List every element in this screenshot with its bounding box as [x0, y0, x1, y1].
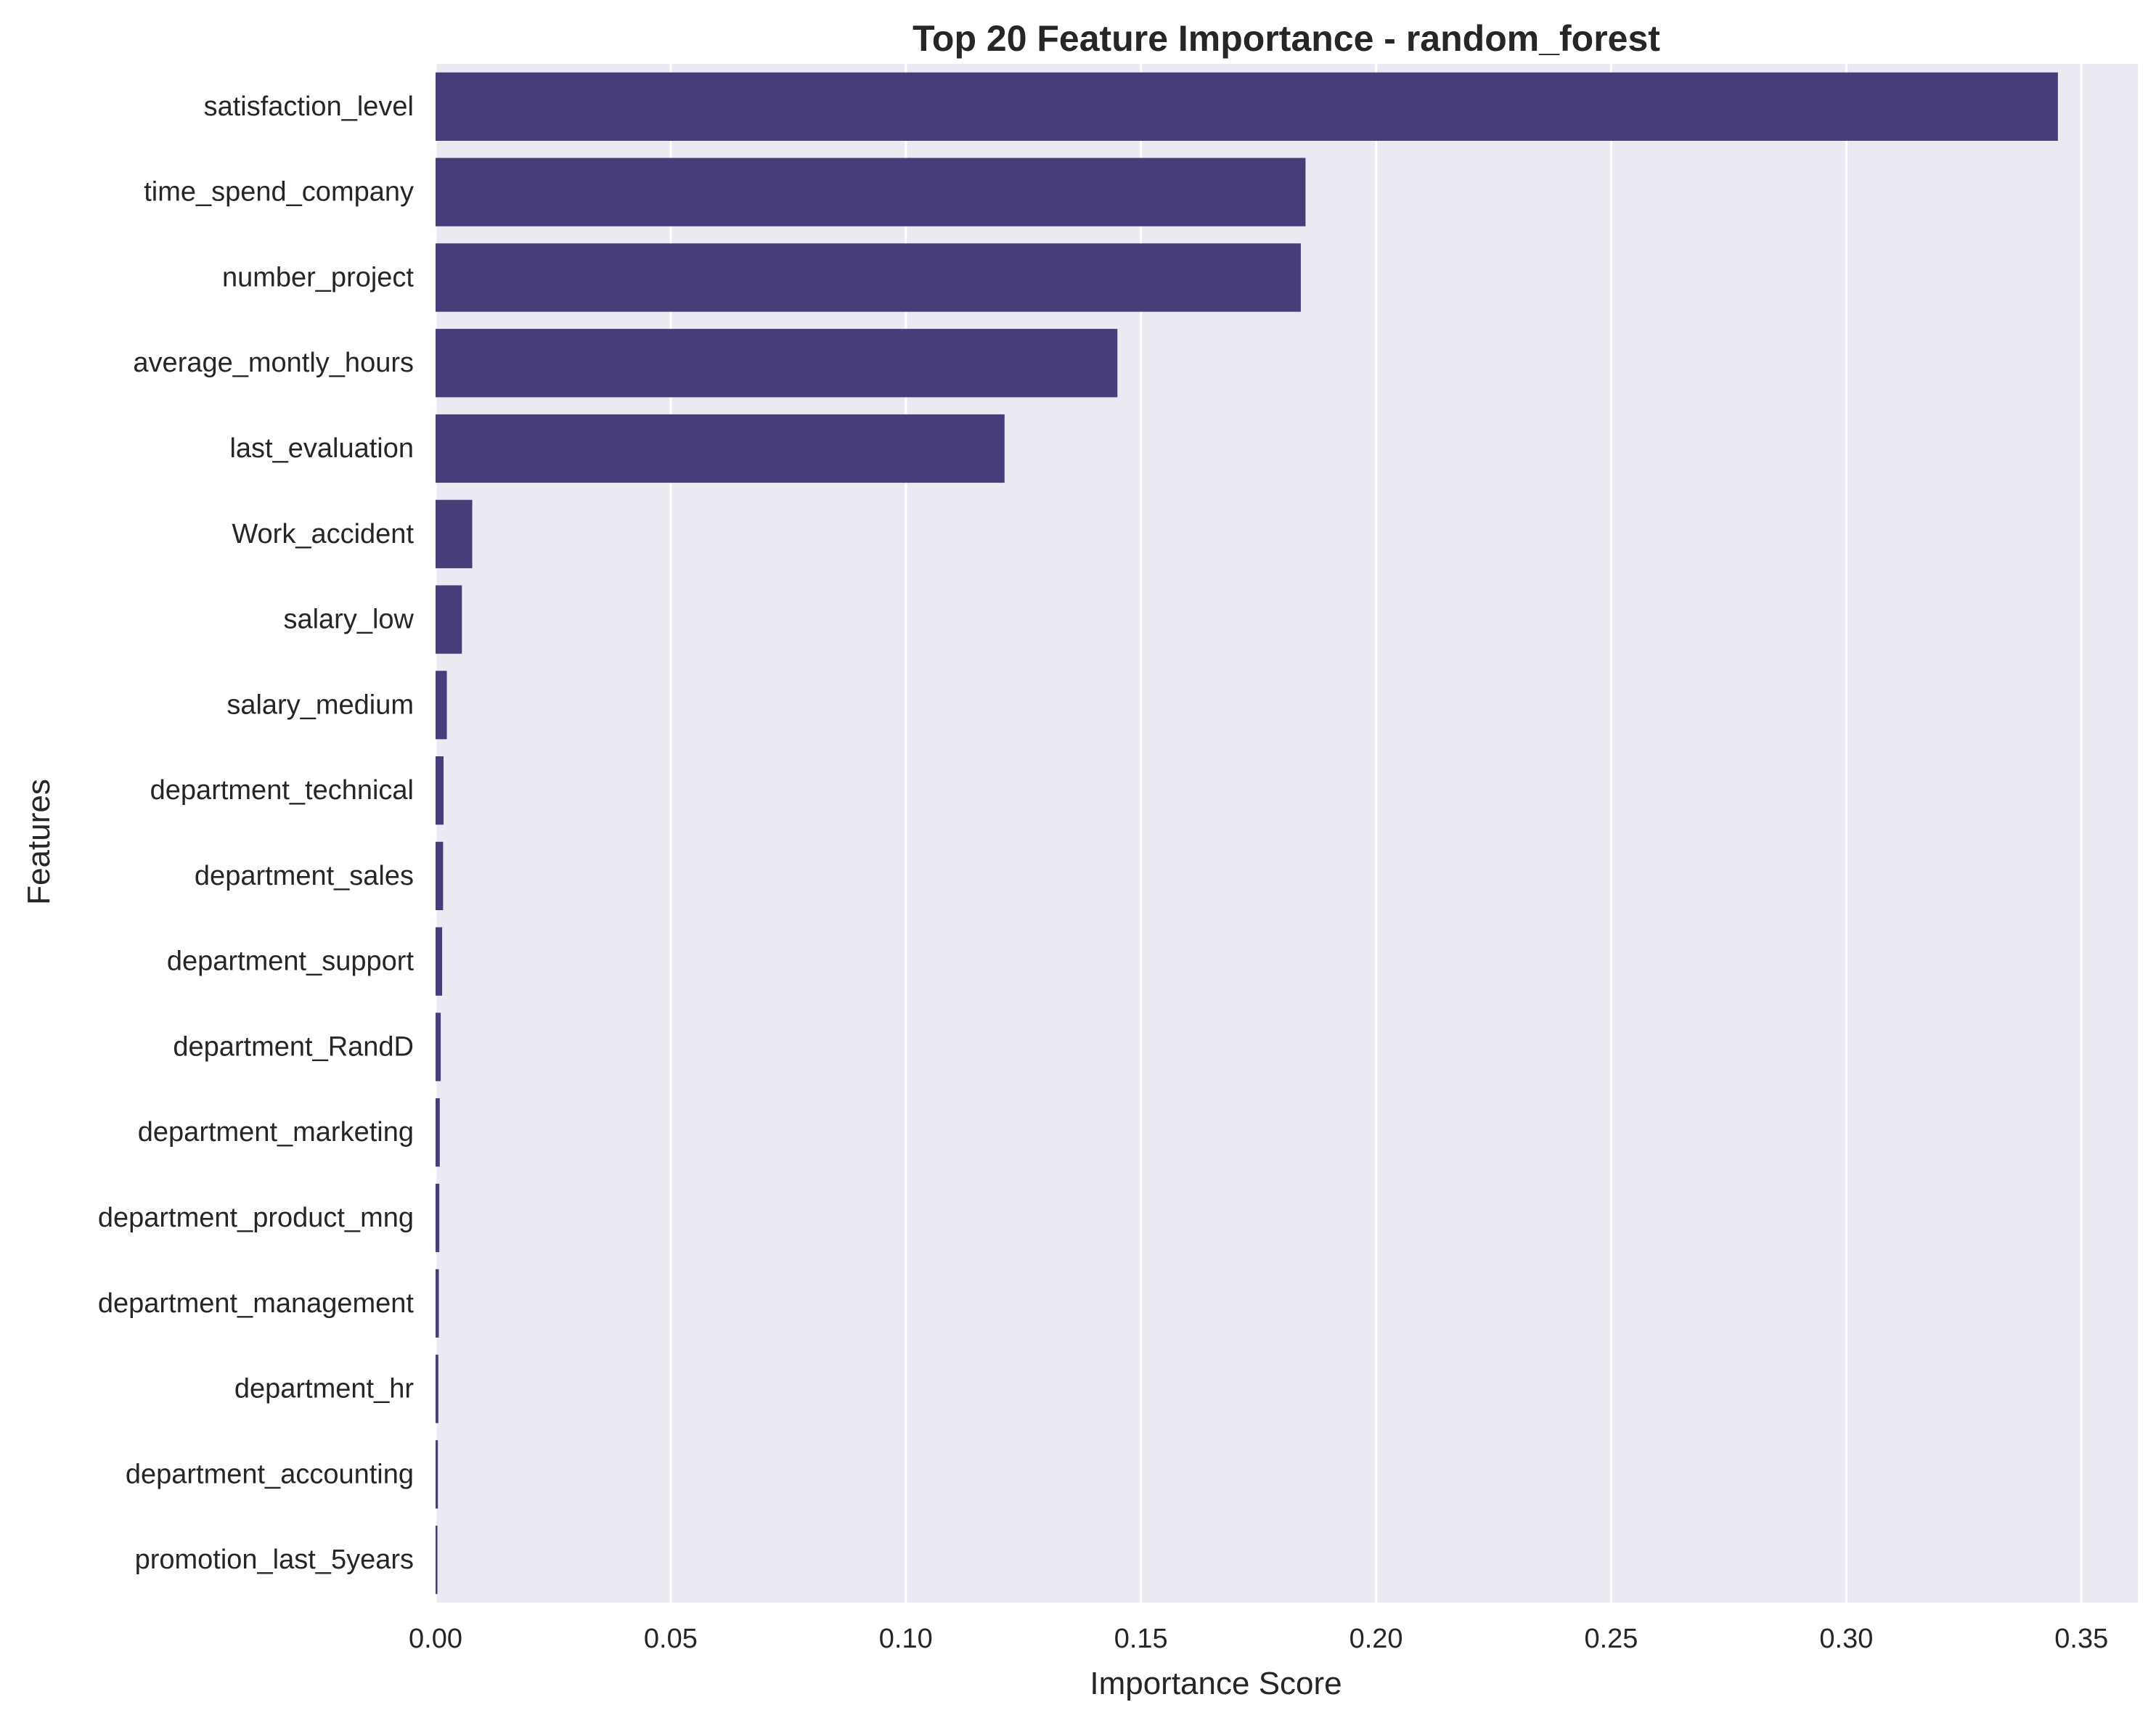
y-tick-label: salary_low: [283, 605, 414, 635]
y-tick-label: promotion_last_5years: [135, 1545, 414, 1575]
bar-time_spend_company: [436, 158, 1306, 226]
bar-salary_medium: [436, 671, 447, 740]
y-tick-labels: satisfaction_level time_spend_companynumb…: [98, 91, 415, 1575]
bars: [436, 72, 2058, 1595]
x-tick-label: 0.20: [1349, 1624, 1403, 1654]
x-tick-label: 0.10: [879, 1624, 933, 1654]
x-tick-label: 0.30: [1819, 1624, 1873, 1654]
plot-area: [436, 64, 2138, 1603]
y-tick-label: department_marketing: [138, 1117, 414, 1148]
bar-department_product_mng: [436, 1183, 440, 1253]
chart-title: Top 20 Feature Importance - random_fores…: [912, 18, 1660, 59]
x-tick-label: 0.05: [644, 1624, 698, 1654]
y-tick-label: department_technical: [150, 775, 414, 806]
bar-department_hr: [436, 1354, 438, 1423]
bar-average_montly_hours: [436, 329, 1118, 398]
y-tick-label: department_sales: [195, 861, 414, 891]
y-tick-label: Work_accident: [232, 519, 414, 549]
grid-lines: [434, 64, 2083, 1603]
bar-department_technical: [436, 756, 444, 825]
y-tick-label: number_project: [222, 262, 414, 293]
y-tick-label: satisfaction_level: [204, 91, 414, 122]
x-axis-label: Importance Score: [1090, 1666, 1342, 1701]
bar-department_support: [436, 927, 443, 996]
y-axis-label: Features: [21, 779, 57, 905]
x-tick-label: 0.25: [1584, 1624, 1638, 1654]
bar-satisfaction_level: [436, 72, 2058, 141]
x-tick-label: 0.00: [409, 1624, 462, 1654]
y-tick-label: department_support: [167, 946, 415, 977]
x-tick-labels: 0.00 0.05 0.10 0.15 0.20 0.25 0.30 0.35: [409, 1624, 2108, 1654]
bar-Work_accident: [436, 499, 473, 568]
x-tick-label: 0.35: [2054, 1624, 2108, 1654]
x-tick-label: 0.15: [1114, 1624, 1168, 1654]
bar-salary_low: [436, 585, 462, 654]
y-tick-label: last_evaluation: [229, 433, 414, 464]
bar-last_evaluation: [436, 414, 1005, 483]
bar-department_management: [436, 1269, 439, 1338]
bar-department_accounting: [436, 1440, 438, 1509]
y-tick-label: department_hr: [234, 1374, 414, 1404]
y-tick-label: average_montly_hours: [133, 348, 414, 378]
bar-number_project: [436, 243, 1301, 312]
y-tick-label: time_spend_company: [144, 177, 414, 208]
y-tick-label: department_RandD: [173, 1031, 414, 1062]
y-tick-label: department_accounting: [126, 1459, 414, 1489]
bar-department_marketing: [436, 1098, 440, 1167]
y-tick-label: department_management: [98, 1288, 415, 1319]
bar-department_RandD: [436, 1013, 441, 1081]
y-tick-label: salary_medium: [226, 690, 414, 720]
y-tick-label: department_product_mng: [98, 1203, 414, 1233]
bar-promotion_last_5years: [436, 1526, 438, 1595]
bar-department_sales: [436, 841, 444, 910]
